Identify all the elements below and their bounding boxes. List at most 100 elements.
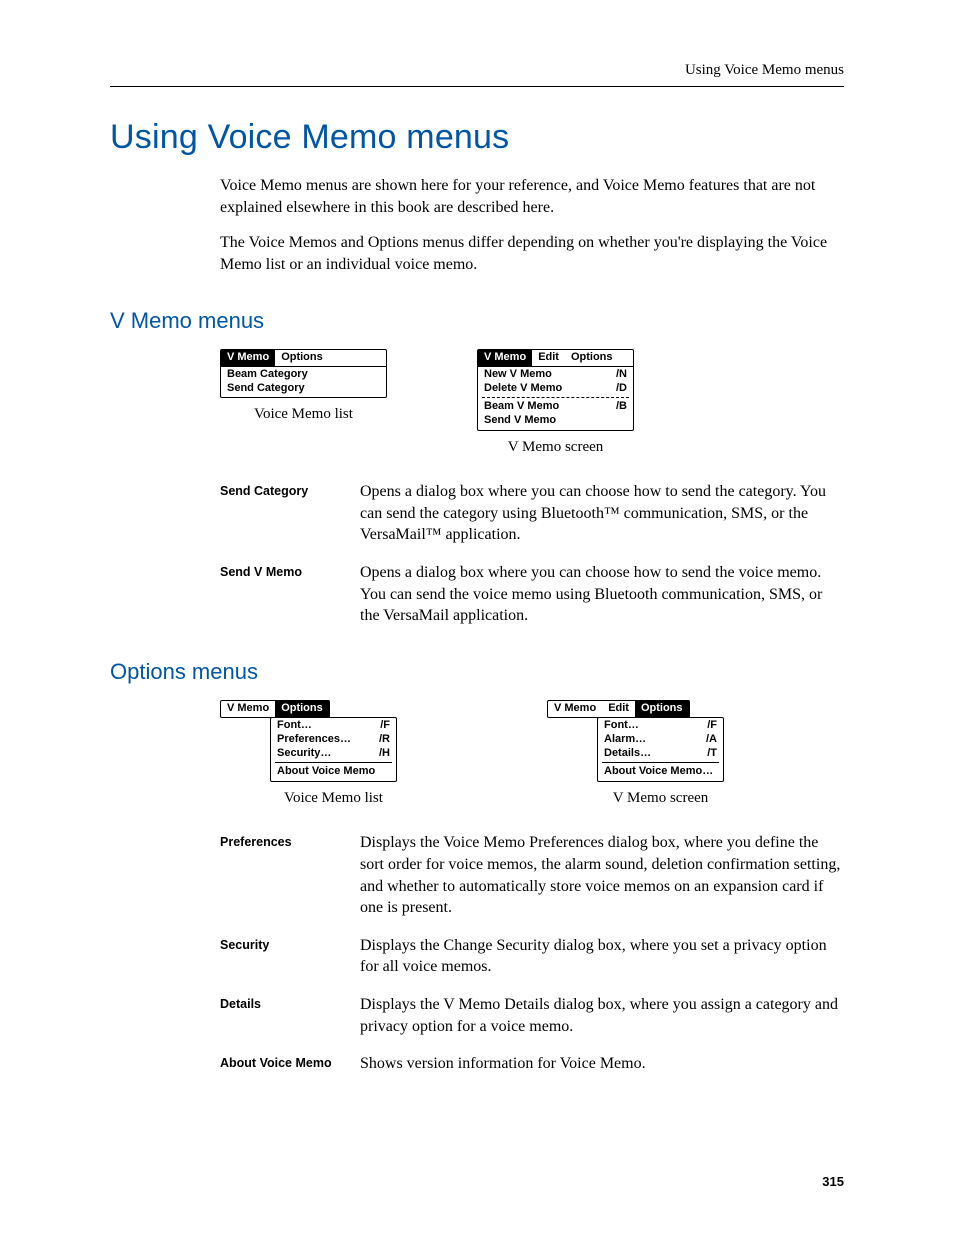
menu-items: Beam Category Send Category [221,367,386,398]
def-row-send-vmemo: Send V Memo Opens a dialog box where you… [220,562,844,627]
menu-item-label: Delete V Memo [484,382,562,396]
menu-items: Font… /F Preferences… /R Security… /H Ab… [271,718,396,781]
menu-item-shortcut: /F [707,719,717,733]
def-term: Details [220,994,360,1037]
options-screen-figure: V Memo Edit Options Font… /F Alarm… /A [547,700,724,808]
menu-item-shortcut: /F [380,719,390,733]
vmemo-list-figure: V Memo Options Beam Category Send Catego… [220,349,387,457]
page: Using Voice Memo menus Using Voice Memo … [0,0,954,1235]
menu-item-about: About Voice Memo… [602,765,719,779]
menu-item-font: Font… /F [602,719,719,733]
menu-item-label: Details… [604,747,651,761]
def-row-security: Security Displays the Change Security di… [220,935,844,978]
def-row-send-category: Send Category Opens a dialog box where y… [220,481,844,546]
def-term: Preferences [220,832,360,918]
menu-item-label: About Voice Memo [277,765,375,779]
menu-item-label: Send V Memo [484,414,556,428]
vmemo-list-menu: V Memo Options Beam Category Send Catego… [220,349,387,398]
menu-tabs: V Memo Options [221,350,386,367]
def-row-preferences: Preferences Displays the Voice Memo Pref… [220,832,844,918]
intro-block: Voice Memo menus are shown here for your… [220,175,844,275]
def-term: Send Category [220,481,360,546]
menu-item-shortcut: /D [616,382,627,396]
menu-tabs: V Memo Edit Options [548,701,689,717]
menu-tab-options: Options [565,350,619,366]
menu-tab-vmemo: V Memo [478,350,532,366]
menu-separator [602,762,719,763]
options-screen-menu: V Memo Edit Options [547,700,690,718]
menu-item-label: About Voice Memo… [604,765,713,779]
menu-item-shortcut: /N [616,368,627,382]
section-heading-vmemo: V Memo menus [110,306,844,336]
menu-item-label: Send Category [227,382,305,396]
menu-tab-vmemo: V Memo [548,701,602,717]
figure-caption: V Memo screen [477,437,634,457]
running-header: Using Voice Memo menus [110,60,844,80]
menu-separator [275,762,392,763]
menu-tab-options: Options [275,701,329,717]
figure-caption: V Memo screen [597,788,724,808]
menu-tabs: V Memo Edit Options [478,350,633,367]
menu-item-preferences: Preferences… /R [275,733,392,747]
vmemo-def-table: Send Category Opens a dialog box where y… [220,481,844,627]
menu-tab-vmemo: V Memo [221,350,275,366]
page-title: Using Voice Memo menus [110,115,844,161]
menu-item-send-category: Send Category [225,382,382,396]
def-desc: Displays the Change Security dialog box,… [360,935,844,978]
options-list-figure: V Memo Options Font… /F Preferences… /R … [220,700,397,808]
def-term: Send V Memo [220,562,360,627]
options-list-dropdown: Font… /F Preferences… /R Security… /H Ab… [270,717,397,782]
menu-tab-options: Options [275,350,329,366]
menu-item-label: Beam Category [227,368,308,382]
def-desc: Opens a dialog box where you can choose … [360,481,844,546]
menu-items: New V Memo /N Delete V Memo /D Beam V Me… [478,367,633,430]
menu-tab-edit: Edit [532,350,565,366]
intro-paragraph-1: Voice Memo menus are shown here for your… [220,175,844,218]
menu-item-security: Security… /H [275,747,392,761]
menu-item-label: Beam V Memo [484,400,559,414]
def-desc: Displays the V Memo Details dialog box, … [360,994,844,1037]
def-row-details: Details Displays the V Memo Details dial… [220,994,844,1037]
def-desc: Displays the Voice Memo Preferences dial… [360,832,844,918]
def-row-about: About Voice Memo Shows version informati… [220,1053,844,1075]
options-figures: V Memo Options Font… /F Preferences… /R … [220,700,844,808]
menu-item-beam-category: Beam Category [225,368,382,382]
menu-item-delete-vmemo: Delete V Memo /D [482,382,629,396]
def-desc: Opens a dialog box where you can choose … [360,562,844,627]
options-screen-dropdown: Font… /F Alarm… /A Details… /T About Voi… [597,717,724,782]
menu-item-new-vmemo: New V Memo /N [482,368,629,382]
menu-item-label: Alarm… [604,733,646,747]
menu-item-label: Font… [604,719,639,733]
vmemo-figures: V Memo Options Beam Category Send Catego… [220,349,844,457]
options-list-menu: V Memo Options [220,700,330,718]
section-heading-options: Options menus [110,657,844,687]
options-def-table: Preferences Displays the Voice Memo Pref… [220,832,844,1074]
menu-item-font: Font… /F [275,719,392,733]
menu-item-shortcut: /A [706,733,717,747]
menu-separator [482,397,629,398]
vmemo-screen-menu: V Memo Edit Options New V Memo /N Delete… [477,349,634,431]
menu-item-shortcut: /H [379,747,390,761]
menu-tab-vmemo: V Memo [221,701,275,717]
menu-item-label: Font… [277,719,312,733]
def-term: Security [220,935,360,978]
menu-items: Font… /F Alarm… /A Details… /T About Voi… [598,718,723,781]
menu-item-label: New V Memo [484,368,552,382]
figure-caption: Voice Memo list [270,788,397,808]
menu-item-alarm: Alarm… /A [602,733,719,747]
menu-tab-options: Options [635,701,689,717]
menu-item-shortcut: /T [707,747,717,761]
figure-caption: Voice Memo list [220,404,387,424]
page-number: 315 [822,1173,844,1191]
menu-item-about: About Voice Memo [275,765,392,779]
menu-item-label: Preferences… [277,733,351,747]
menu-item-label: Security… [277,747,331,761]
menu-item-send-vmemo: Send V Memo [482,414,629,428]
menu-item-shortcut: /R [379,733,390,747]
def-term: About Voice Memo [220,1053,360,1075]
intro-paragraph-2: The Voice Memos and Options menus differ… [220,232,844,275]
menu-item-beam-vmemo: Beam V Memo /B [482,400,629,414]
menu-item-shortcut: /B [616,400,627,414]
menu-tabs: V Memo Options [221,701,329,717]
header-rule [110,86,844,87]
